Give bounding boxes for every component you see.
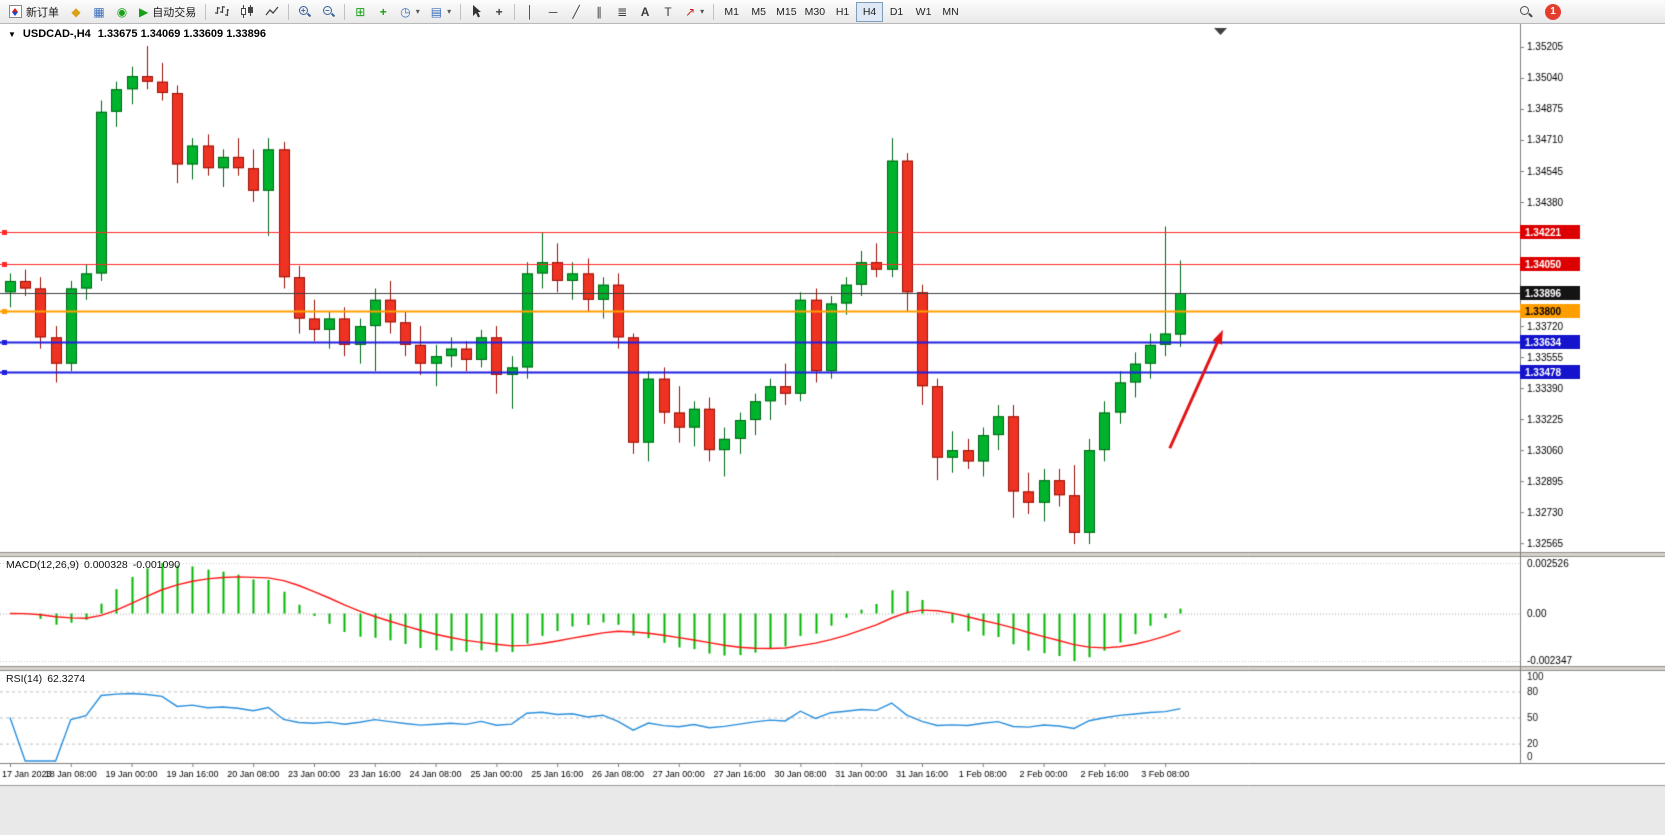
new-order-button[interactable]: 新订单 bbox=[4, 2, 64, 22]
new-order-icon bbox=[9, 5, 22, 18]
toolbar-separator bbox=[460, 3, 462, 20]
horizontal-line-button[interactable]: ─ bbox=[542, 2, 564, 22]
arrow-tool-icon: ↗ bbox=[685, 4, 696, 19]
text-icon: A bbox=[640, 4, 650, 19]
arrows-button[interactable]: ↗ ▾ bbox=[680, 2, 709, 22]
channel-button[interactable]: ∥ bbox=[588, 2, 610, 22]
timeframe-group: M1 M5 M15 M30 H1 H4 D1 W1 MN bbox=[718, 1, 964, 22]
text-label-icon: T bbox=[664, 4, 672, 19]
vertical-line-icon: │ bbox=[526, 4, 534, 19]
bar-chart-icon bbox=[215, 6, 230, 16]
horizontal-line-icon: ─ bbox=[548, 4, 558, 19]
zoom-in-icon: + bbox=[298, 5, 311, 18]
candlestick-chart-icon bbox=[241, 5, 254, 18]
tile-windows-button[interactable]: ⊞ bbox=[349, 2, 371, 22]
timeframe-d1[interactable]: D1 bbox=[883, 2, 910, 22]
chart-symbol-dropdown-icon[interactable]: ▼ bbox=[8, 29, 16, 39]
timeframe-h4[interactable]: H4 bbox=[856, 1, 884, 22]
crosshair-icon: + bbox=[495, 4, 503, 19]
chevron-down-icon: ▾ bbox=[415, 7, 420, 16]
bar-chart-button[interactable] bbox=[210, 2, 234, 22]
toolbar-separator bbox=[514, 3, 516, 20]
timeframe-w1[interactable]: W1 bbox=[910, 2, 937, 22]
trendline-icon: ╱ bbox=[572, 4, 580, 19]
toolbar-separator bbox=[713, 3, 715, 20]
timeframe-mn[interactable]: MN bbox=[937, 2, 964, 22]
vertical-line-button[interactable]: │ bbox=[519, 2, 541, 22]
trendline-button[interactable]: ╱ bbox=[565, 2, 587, 22]
new-order-label: 新订单 bbox=[26, 6, 59, 19]
metaeditor-button[interactable]: ◆ bbox=[65, 2, 87, 22]
metaeditor-icon: ◆ bbox=[71, 4, 81, 19]
zoom-in-button[interactable]: + bbox=[293, 2, 316, 22]
periods-button[interactable]: ◷ ▾ bbox=[395, 2, 425, 22]
cursor-button[interactable] bbox=[465, 2, 487, 22]
toolbar-separator bbox=[205, 3, 207, 20]
search-icon bbox=[1519, 5, 1532, 18]
zoom-out-button[interactable]: − bbox=[317, 2, 340, 22]
tile-windows-icon: ⊞ bbox=[355, 4, 366, 19]
fibonacci-icon: ≣ bbox=[617, 4, 628, 19]
chevron-down-icon: ▾ bbox=[700, 7, 705, 16]
cursor-icon bbox=[473, 5, 482, 18]
autotrading-button[interactable]: ▶ 自动交易 bbox=[134, 2, 201, 22]
notifications-badge[interactable]: 1 bbox=[1545, 3, 1561, 20]
line-chart-icon bbox=[265, 6, 279, 16]
search-button[interactable] bbox=[1514, 2, 1537, 22]
clock-icon: ◷ bbox=[400, 4, 411, 19]
timeframe-h1[interactable]: H1 bbox=[829, 2, 856, 22]
timeframe-m30[interactable]: M30 bbox=[801, 2, 829, 22]
navigator-icon: ◉ bbox=[116, 4, 128, 19]
autotrading-label: 自动交易 bbox=[152, 6, 197, 19]
navigator-button[interactable]: ◉ bbox=[111, 2, 133, 22]
toolbar-right-group: 1 bbox=[1514, 2, 1561, 22]
indicators-icon: + bbox=[379, 4, 387, 19]
toolbar-separator bbox=[288, 3, 290, 20]
timeframe-m15[interactable]: M15 bbox=[772, 2, 800, 22]
timeframe-m1[interactable]: M1 bbox=[718, 2, 745, 22]
candlestick-chart-button[interactable] bbox=[235, 2, 259, 22]
crosshair-button[interactable]: + bbox=[488, 2, 510, 22]
fibonacci-button[interactable]: ≣ bbox=[611, 2, 633, 22]
chart-window-icon: ▦ bbox=[93, 4, 105, 19]
templates-button[interactable]: ▤ ▾ bbox=[426, 2, 456, 22]
line-chart-button[interactable] bbox=[260, 2, 284, 22]
chart-canvas[interactable] bbox=[0, 24, 1665, 835]
text-label-button[interactable]: T bbox=[657, 2, 679, 22]
text-button[interactable]: A bbox=[634, 2, 656, 22]
chevron-down-icon: ▾ bbox=[447, 7, 452, 16]
timeframe-m5[interactable]: M5 bbox=[745, 2, 772, 22]
autotrading-icon: ▶ bbox=[139, 4, 149, 19]
main-toolbar: 新订单 ◆ ▦ ◉ ▶ 自动交易 + − bbox=[0, 0, 1665, 24]
zoom-out-icon: − bbox=[322, 5, 335, 18]
channel-icon: ∥ bbox=[596, 4, 603, 19]
template-icon: ▤ bbox=[430, 4, 443, 19]
indicators-button[interactable]: + bbox=[372, 2, 394, 22]
chart-window-button[interactable]: ▦ bbox=[88, 2, 110, 22]
toolbar-separator bbox=[344, 3, 346, 20]
